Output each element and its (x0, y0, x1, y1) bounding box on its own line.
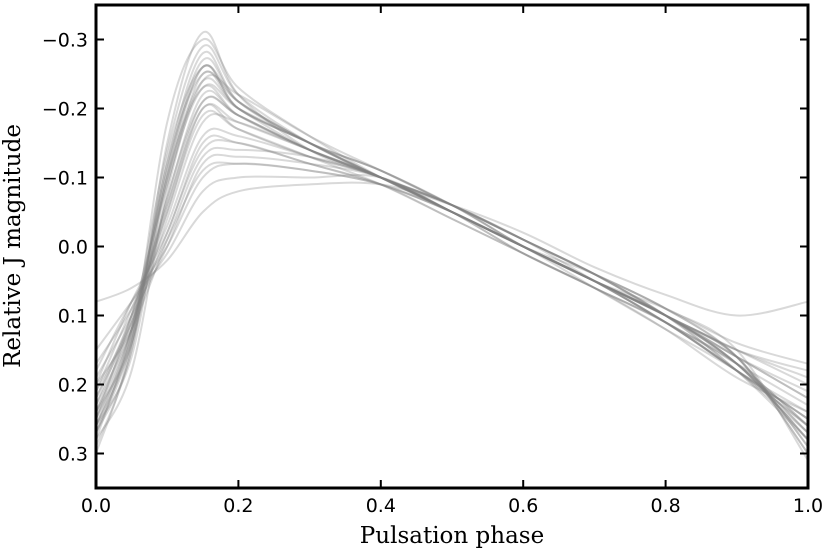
light-curve-curve-18 (95, 89, 809, 420)
y-tick-label: 0.3 (58, 444, 88, 466)
y-tick-label: 0.2 (58, 375, 88, 397)
light-curve-curve-30 (95, 70, 809, 441)
x-axis-title: Pulsation phase (360, 523, 544, 549)
y-tick-label: −0.3 (42, 30, 88, 52)
light-curve-curve-08 (95, 95, 809, 427)
x-tick-label: 0.0 (81, 495, 111, 517)
y-tick-label: −0.1 (42, 168, 88, 190)
light-curve-curve-21 (95, 109, 809, 413)
light-curve-curve-19 (95, 146, 809, 393)
light-curve-curve-09 (95, 173, 809, 365)
light-curve-curve-25 (95, 64, 809, 455)
light-curve-curve-07 (95, 50, 809, 434)
curve-group (95, 30, 809, 461)
light-curve-curve-20 (95, 44, 809, 448)
light-curve-curve-13 (95, 113, 809, 414)
light-curve-curve-14 (95, 127, 809, 400)
light-curve-curve-27 (95, 138, 809, 400)
light-curve-curve-28 (95, 64, 809, 434)
tick-group: 0.0 0.2 0.4 0.6 0.8 1.0 −0.3 −0.2 −0.1 0.0 0.1 0.2 0… (42, 5, 823, 517)
light-curve-curve-11 (95, 84, 809, 441)
y-tick-label: 0.1 (58, 306, 88, 328)
light-curve-curve-26 (95, 102, 809, 420)
x-tick-label: 0.8 (650, 495, 680, 517)
light-curve-curve-05 (95, 73, 809, 448)
x-tick-label: 0.2 (223, 495, 253, 517)
x-tick-label: 0.4 (366, 495, 396, 517)
light-curve-curve-01 (95, 64, 809, 441)
light-curve-curve-15 (95, 70, 809, 427)
light-curve-curve-12 (95, 38, 809, 461)
light-curve-curve-24 (95, 77, 809, 427)
x-tick-label: 0.6 (508, 495, 538, 517)
light-curve-curve-03 (95, 103, 809, 420)
light-curve-curve-29 (95, 95, 809, 427)
light-curve-curve-17 (95, 57, 809, 441)
light-curve-curve-10 (95, 181, 809, 317)
plot-frame (94, 3, 810, 490)
y-axis-title: Relative J magnitude (0, 124, 26, 368)
light-curve-curve-23 (95, 161, 809, 372)
light-curve-curve-04 (95, 134, 809, 407)
light-curve-curve-02 (95, 30, 809, 455)
light-curve-curve-16 (95, 153, 809, 379)
light-curve-curve-06 (95, 162, 809, 386)
x-tick-label: 1.0 (793, 495, 823, 517)
y-tick-label: −0.2 (42, 99, 88, 121)
y-tick-label: 0.0 (58, 237, 88, 259)
light-curve-curve-22 (95, 83, 809, 434)
